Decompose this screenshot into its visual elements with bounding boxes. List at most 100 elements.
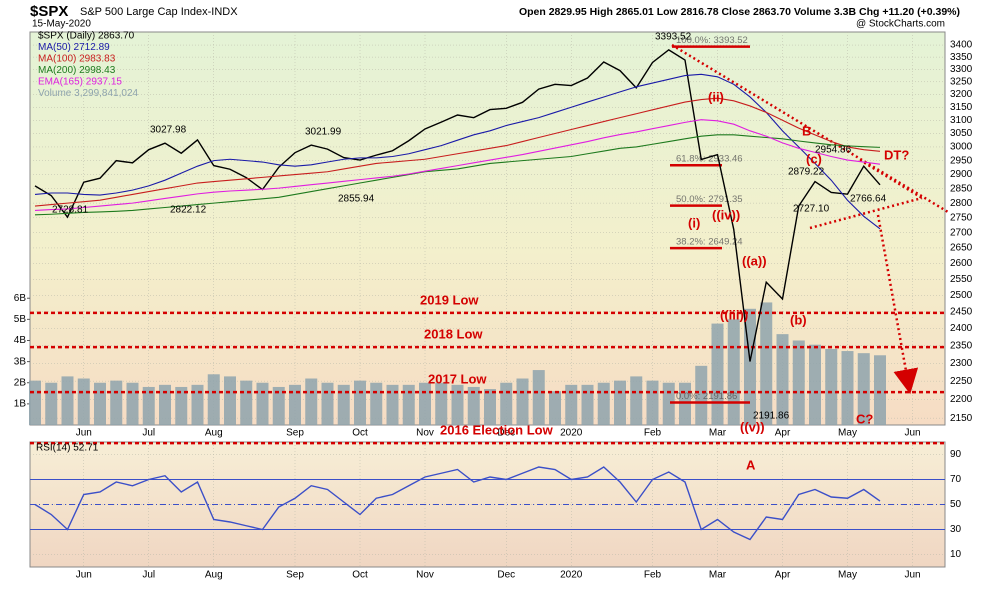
y-tick-label: 2650 — [950, 243, 973, 254]
volume-bar — [662, 382, 675, 425]
y-tick-label: 3250 — [950, 76, 973, 87]
volume-bar — [305, 378, 318, 425]
target-arrow — [876, 214, 919, 395]
x-tick-label: 2020 — [560, 570, 583, 581]
annotation: ((iv)) — [712, 207, 740, 222]
trend-line — [809, 196, 923, 230]
y-tick-label: 2750 — [950, 212, 973, 223]
y-tick-label: 2950 — [950, 155, 973, 166]
trend-line — [859, 158, 923, 200]
volume-bar — [467, 386, 480, 425]
volume-bar — [581, 384, 594, 425]
volume-bar — [45, 382, 58, 425]
y-tick-label: 2850 — [950, 183, 973, 194]
volume-bar — [484, 389, 496, 425]
chart-subtitle: S&P 500 Large Cap Index-INDX — [80, 6, 238, 18]
y-tick-label: 2450 — [950, 306, 973, 317]
volume-bar — [337, 384, 350, 425]
volume-bar — [809, 344, 821, 425]
x-tick-label: 2020 — [560, 428, 583, 439]
volume-bar — [126, 382, 139, 425]
volume-bar — [646, 380, 659, 425]
chart-title: $SPX — [30, 3, 68, 20]
x-tick-label: Mar — [709, 428, 727, 439]
y-tick-label: 90 — [950, 449, 962, 460]
annotation: 3021.99 — [305, 127, 342, 138]
x-tick-label: Oct — [352, 570, 368, 581]
annotation: 2822.12 — [170, 205, 207, 216]
volume-bar — [679, 382, 691, 425]
legend-entry: MA(200) 2998.43 — [38, 65, 116, 76]
x-tick-label: Feb — [644, 428, 662, 439]
y-tick-label: 2350 — [950, 340, 973, 351]
y-tick-label: 3150 — [950, 102, 973, 113]
y2-tick-label: 4B — [14, 335, 27, 346]
volume-bar — [386, 384, 399, 425]
y2-tick-label: 6B — [14, 293, 27, 304]
y-tick-label: 10 — [950, 549, 962, 560]
legend-entry: RSI(14) 52.71 — [36, 443, 99, 454]
fib-label: 0.0%: 2191.86 — [676, 391, 737, 402]
volume-bar — [402, 384, 415, 425]
y-tick-label: 70 — [950, 474, 962, 485]
annotation: 3027.98 — [150, 125, 187, 136]
fib-label: 38.2%: 2649.24 — [676, 237, 743, 248]
level-label: 2016 Election Low — [440, 423, 554, 438]
volume-bar — [77, 378, 90, 425]
annotation: ((a)) — [742, 253, 767, 268]
chart-date: 15-May-2020 — [32, 19, 91, 30]
volume-bar — [874, 355, 886, 425]
volume-bar — [419, 382, 431, 425]
x-tick-label: Apr — [775, 570, 791, 581]
volume-bar — [565, 384, 578, 425]
volume-bar — [289, 384, 301, 425]
volume-bar — [825, 348, 838, 425]
y-tick-label: 3400 — [950, 40, 973, 51]
y-tick-label: 2400 — [950, 323, 973, 334]
annotation: ((iii)) — [720, 307, 748, 322]
y-tick-label: 3300 — [950, 64, 973, 75]
legend-entry: EMA(165) 2937.15 — [38, 77, 122, 88]
x-tick-label: Mar — [709, 570, 727, 581]
y-tick-label: 2550 — [950, 274, 973, 285]
volume-bar — [614, 380, 626, 425]
volume-bar — [240, 380, 253, 425]
y-tick-label: 3350 — [950, 52, 973, 63]
volume-bar — [727, 319, 740, 425]
x-tick-label: Oct — [352, 428, 368, 439]
y2-tick-label: 5B — [14, 314, 27, 325]
volume-bar — [857, 353, 870, 425]
annotation: 2766.64 — [850, 194, 887, 205]
price-panel — [29, 31, 946, 426]
volume-bar — [597, 382, 610, 425]
y-tick-label: 3100 — [950, 115, 973, 126]
annotation: 2727.10 — [793, 204, 830, 215]
fib-label: 50.0%: 2791.35 — [676, 194, 743, 205]
series-line — [34, 73, 881, 230]
x-tick-label: Sep — [286, 570, 304, 581]
x-tick-label: Jun — [76, 570, 92, 581]
x-tick-label: Dec — [497, 570, 515, 581]
legend-entry: MA(100) 2983.83 — [38, 54, 116, 65]
annotation: 2728.81 — [52, 205, 89, 216]
y-tick-label: 3200 — [950, 89, 973, 100]
volume-bar — [451, 384, 464, 425]
volume-bar — [532, 370, 545, 425]
x-tick-label: Dec — [497, 428, 515, 439]
y-tick-label: 2300 — [950, 358, 973, 369]
annotation: (b) — [790, 312, 807, 327]
x-tick-label: Apr — [775, 428, 791, 439]
y-tick-label: 2150 — [950, 413, 973, 424]
y-tick-label: 2700 — [950, 227, 973, 238]
x-tick-label: Jun — [904, 570, 920, 581]
volume-bar — [695, 365, 708, 425]
annotation: C? — [856, 411, 873, 426]
annotation: DT? — [884, 147, 909, 162]
y2-tick-label: 3B — [14, 356, 27, 367]
y2-tick-label: 2B — [14, 377, 27, 388]
volume-bar — [224, 376, 236, 425]
x-tick-label: Aug — [205, 570, 223, 581]
x-tick-label: Sep — [286, 428, 304, 439]
